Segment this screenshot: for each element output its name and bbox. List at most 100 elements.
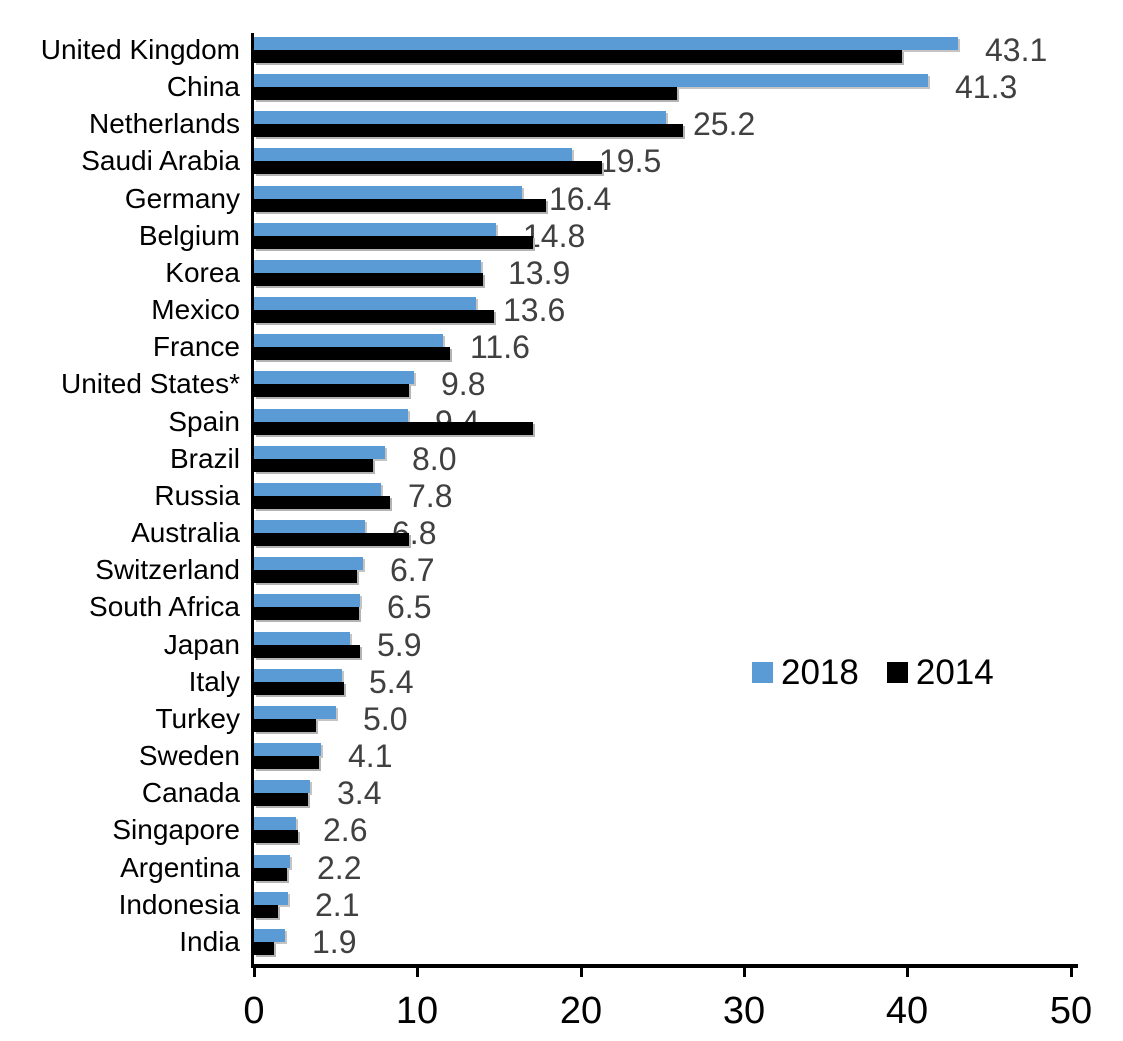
category-label: United States* [61,368,240,399]
value-label-2018: 16.4 [549,181,612,217]
category-label: Australia [131,517,240,548]
bar-2014-australia [254,533,409,546]
x-tick-mark [416,968,419,977]
bar-2014-japan [254,645,360,658]
bar-2014-canada [254,793,308,806]
bar-2014-brazil [254,459,373,472]
bar-2018-south-africa [254,594,360,607]
value-label-2018: 3.4 [337,775,382,811]
bar-2018-mexico [254,297,476,310]
bar-2018-japan [254,632,350,645]
category-label: Switzerland [95,554,240,585]
category-label: Spain [168,406,240,437]
value-label-2018: 4.1 [348,738,393,774]
bar-2018-netherlands [254,111,666,124]
value-label-2018: 5.0 [363,701,408,737]
legend: 2018 2014 [752,655,994,690]
value-label-2018: 43.1 [985,32,1048,68]
bar-2014-argentina [254,868,287,881]
bar-2018-russia [254,483,381,496]
bar-2018-indonesia [254,892,288,905]
value-label-2018: 2.2 [317,850,362,886]
bar-2014-netherlands [254,124,683,137]
category-label: Germany [124,183,240,214]
bar-2018-sweden [254,743,321,756]
x-tick-label: 20 [559,990,603,1032]
x-tick-label: 0 [243,990,265,1032]
legend-label-2014: 2014 [915,653,994,692]
bar-2014-germany [254,199,546,212]
category-label: Saudi Arabia [81,145,240,176]
value-label-2018: 8.0 [412,441,457,477]
bar-2018-canada [254,780,310,793]
bar-2014-indonesia [254,905,278,918]
category-label: France [152,331,240,362]
x-tick-label: 50 [1049,990,1093,1032]
x-axis-line [251,964,1078,968]
value-label-2018: 7.8 [408,478,453,514]
bar-2018-singapore [254,817,296,830]
bar-2018-spain [254,409,408,422]
category-label: Canada [141,777,240,808]
category-label: Italy [188,666,240,697]
bar-2014-spain [254,422,533,435]
bar-2018-turkey [254,706,336,719]
value-label-2018: 14.8 [523,218,586,254]
bar-2014-united-kingdom [254,50,902,63]
y-axis-line [251,33,254,968]
category-label: Korea [165,257,240,288]
bar-2014-south-africa [254,607,359,620]
bar-2014-france [254,347,450,360]
value-label-2018: 41.3 [955,69,1018,105]
bar-2018-belgium [254,223,496,236]
category-label: China [166,71,240,102]
x-tick-label: 40 [885,990,929,1032]
legend-swatch-2018-icon [752,662,773,683]
x-tick-mark [580,968,583,977]
value-label-2018: 1.9 [312,924,357,960]
value-label-2018: 9.8 [441,366,486,402]
bar-2018-germany [254,186,522,199]
category-label: Indonesia [118,889,240,920]
bar-2014-india [254,942,274,955]
bar-2018-switzerland [254,557,363,570]
category-label: Japan [163,629,240,660]
bar-2014-turkey [254,719,316,732]
bar-2014-belgium [254,236,533,249]
bar-2018-argentina [254,855,290,868]
bar-2014-saudi-arabia [254,161,602,174]
value-label-2018: 6.5 [387,589,432,625]
bar-2018-saudi-arabia [254,148,572,161]
category-label: Argentina [120,852,240,883]
x-tick-label: 30 [722,990,766,1032]
bar-2014-switzerland [254,570,357,583]
bar-2018-italy [254,669,342,682]
value-label-2018: 5.9 [377,627,422,663]
value-label-2018: 25.2 [693,106,756,142]
x-tick-mark [1070,968,1073,977]
category-label: Sweden [138,740,240,771]
value-label-2018: 11.6 [470,329,530,365]
category-label: India [179,926,240,957]
category-label: Turkey [155,703,240,734]
value-label-2018: 19.5 [599,143,662,179]
category-label: Belgium [138,220,240,251]
value-label-2018: 2.6 [323,812,368,848]
legend-swatch-2014-icon [886,662,908,683]
x-tick-mark [743,968,746,977]
bar-2018-brazil [254,446,385,459]
value-label-2018: 5.4 [369,664,414,700]
value-label-2018: 13.9 [508,255,571,291]
x-tick-label: 10 [395,990,439,1032]
bar-2014-china [254,87,677,100]
x-tick-mark [253,968,256,977]
legend-item-2018: 2018 [752,655,859,690]
value-label-2018: 2.1 [315,887,360,923]
bar-2018-united-states [254,371,414,384]
bar-2018-france [254,334,443,347]
category-label: South Africa [89,591,240,622]
x-tick-mark [906,968,909,977]
bar-2018-united-kingdom [254,37,958,50]
bar-2018-korea [254,260,481,273]
